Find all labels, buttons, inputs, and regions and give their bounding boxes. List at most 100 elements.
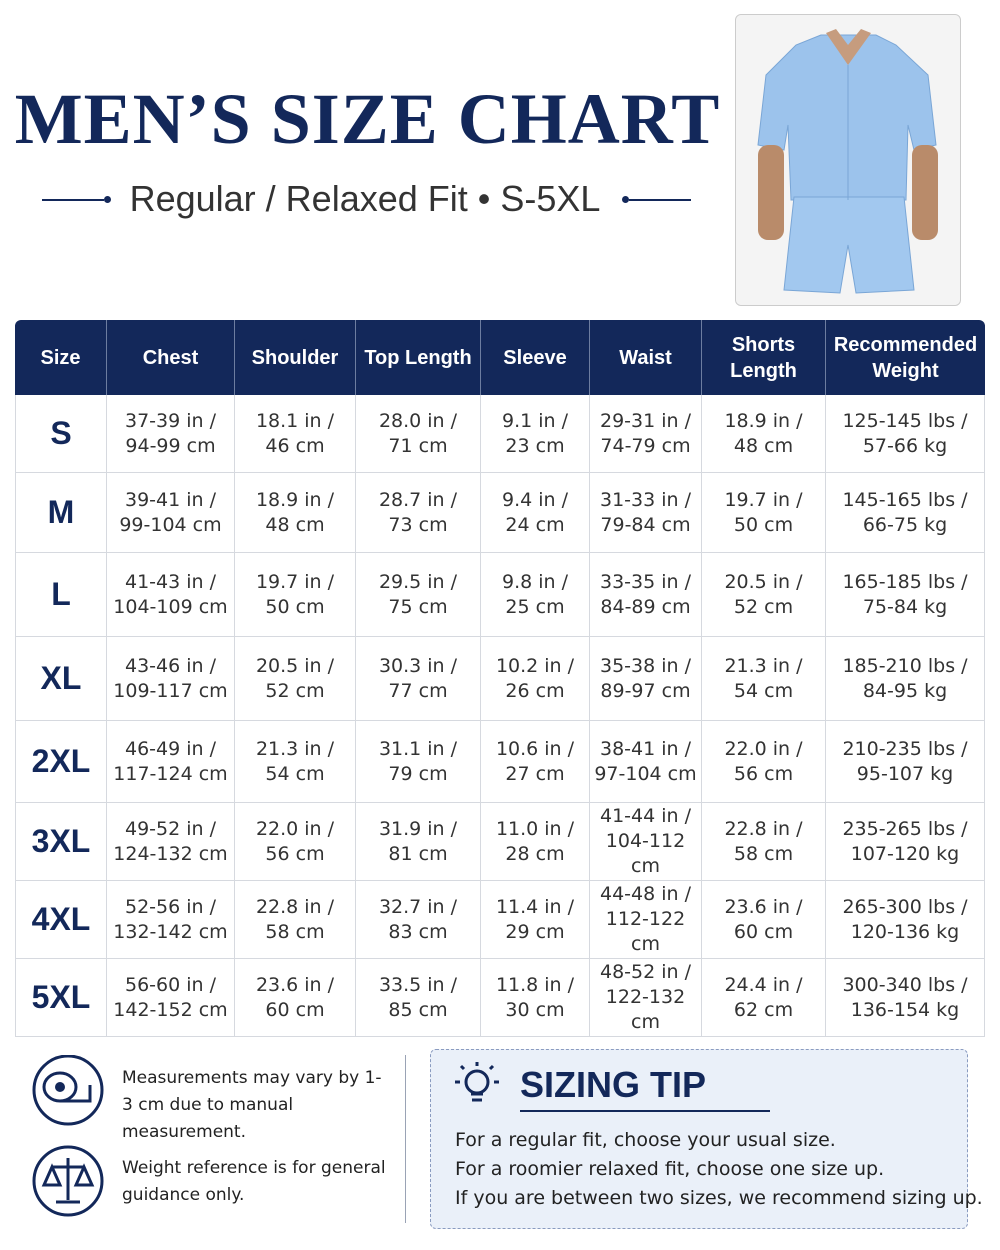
subtitle: Regular / Relaxed Fit • S-5XL — [129, 178, 601, 219]
cell-line: 56 cm — [265, 842, 325, 865]
measurement-cell: 19.7 in /50 cm — [235, 553, 356, 637]
measurement-cell: 35-38 in /89-97 cm — [590, 637, 702, 721]
measurement-cell: 30.3 in /77 cm — [356, 637, 481, 721]
cell-line: 84-89 cm — [600, 595, 691, 618]
cell-line: 46-49 in / — [124, 737, 216, 760]
cell-line: 132-142 cm — [113, 920, 228, 943]
cell-line: 79 cm — [388, 762, 448, 785]
measurement-cell: 20.5 in /52 cm — [235, 637, 356, 721]
cell-line: 104-109 cm — [113, 595, 228, 618]
measurement-cell: 22.0 in /56 cm — [235, 803, 356, 881]
cell-line: 9.1 in / — [501, 409, 569, 432]
cell-line: 29.5 in / — [378, 570, 458, 593]
cell-line: 41-44 in / — [599, 805, 691, 827]
cell-line: 18.1 in / — [255, 409, 335, 432]
measurement-cell: 28.0 in /71 cm — [356, 395, 481, 473]
cell-line: 122-132 cm — [605, 986, 686, 1033]
measurement-cell: 22.8 in /58 cm — [235, 881, 356, 959]
cell-line: 32.7 in / — [378, 895, 458, 918]
column-header: Shorts Length — [702, 320, 826, 395]
size-cell: S — [15, 395, 107, 473]
measurement-cell: 41-44 in / 104-112 cm — [590, 803, 702, 881]
cell-line: 21.3 in / — [724, 654, 803, 677]
column-header: Shoulder — [235, 320, 356, 395]
bulb-icon — [455, 1062, 499, 1102]
cell-line: 9.8 in / — [501, 570, 569, 593]
measurement-cell: 265-300 lbs /120-136 kg — [826, 881, 985, 959]
cell-line: 44-48 in / — [599, 883, 691, 905]
cell-line: 83 cm — [388, 920, 448, 943]
cell-line: 54 cm — [265, 762, 325, 785]
measurement-cell: 22.0 in /56 cm — [702, 721, 826, 803]
cell-line: 58 cm — [733, 842, 794, 865]
cell-line: 11.8 in / — [495, 973, 575, 996]
size-cell: 3XL — [15, 803, 107, 881]
cell-line: 125-145 lbs / — [842, 409, 968, 432]
cell-line: 11.0 in / — [495, 817, 575, 840]
cell-line: 37-39 in / — [124, 409, 216, 432]
column-header: Recommended Weight — [826, 320, 985, 395]
cell-line: 28.0 in / — [378, 409, 458, 432]
measurement-cell: 41-43 in /104-109 cm — [107, 553, 235, 637]
cell-line: 30 cm — [505, 998, 565, 1021]
cell-line: 19.7 in / — [724, 488, 803, 511]
cell-line: 19.7 in / — [255, 570, 335, 593]
cell-line: 235-265 lbs / — [842, 817, 968, 840]
cell-line: 136-154 kg — [850, 998, 960, 1021]
cell-line: 24.4 in / — [724, 973, 803, 996]
cell-line: 60 cm — [733, 920, 794, 943]
cell-line: 52 cm — [733, 595, 794, 618]
cell-line: 265-300 lbs / — [842, 895, 968, 918]
size-table: Size Chest Shoulder Top Length Sleeve Waist Sh… — [15, 320, 985, 1037]
cell-line: 97-104 cm — [594, 762, 697, 785]
cell-line: 35-38 in / — [599, 654, 691, 677]
cell-line: 104-112 cm — [605, 830, 686, 877]
measurement-cell: 185-210 lbs /84-95 kg — [826, 637, 985, 721]
cell-line: 26 cm — [505, 679, 565, 702]
measurement-cell: 10.6 in /27 cm — [481, 721, 590, 803]
measurement-cell: 10.2 in /26 cm — [481, 637, 590, 721]
cell-line: 25 cm — [505, 595, 565, 618]
rule — [42, 199, 104, 201]
table-row: S 37-39 in /94-99 cm 18.1 in /46 cm 28.0 in… — [15, 395, 985, 473]
column-header: Top Length — [356, 320, 481, 395]
measurement-cell: 32.7 in /83 cm — [356, 881, 481, 959]
measurement-cell: 21.3 in /54 cm — [702, 637, 826, 721]
note: Measurements may vary by 1-3 cm due to m… — [122, 1068, 382, 1142]
cell-line: 48 cm — [265, 513, 325, 536]
cell-line: 18.9 in / — [724, 409, 803, 432]
measurement-cell: 9.8 in /25 cm — [481, 553, 590, 637]
measurement-cell: 33-35 in /84-89 cm — [590, 553, 702, 637]
cell-line: 22.0 in / — [724, 737, 803, 760]
cell-line: 23 cm — [505, 434, 565, 457]
size-cell: 5XL — [15, 959, 107, 1037]
cell-line: 109-117 cm — [113, 679, 228, 702]
column-header: Size — [15, 320, 107, 395]
cell-line: 38-41 in / — [599, 737, 691, 760]
measurement-cell: 31-33 in /79-84 cm — [590, 473, 702, 553]
measurement-cell: 43-46 in /109-117 cm — [107, 637, 235, 721]
table-row: 3XL 49-52 in /124-132 cm 22.0 in /56 cm 31.… — [15, 803, 985, 881]
measurement-cell: 29.5 in /75 cm — [356, 553, 481, 637]
cell-line: 74-79 cm — [600, 434, 691, 457]
cell-line: 22.8 in / — [724, 817, 803, 840]
measurement-cell: 23.6 in /60 cm — [702, 881, 826, 959]
measurement-cell: 11.0 in /28 cm — [481, 803, 590, 881]
measurement-cell: 46-49 in /117-124 cm — [107, 721, 235, 803]
table-row: 4XL 52-56 in /132-142 cm 22.8 in /58 cm 32.… — [15, 881, 985, 959]
divider — [405, 1055, 406, 1223]
measurement-cell: 52-56 in /132-142 cm — [107, 881, 235, 959]
cell-line: 31.1 in / — [378, 737, 458, 760]
measurement-cell: 145-165 lbs /66-75 kg — [826, 473, 985, 553]
cell-line: 39-41 in / — [124, 488, 216, 511]
tip-line: For a roomier relaxed fit, choose one si… — [455, 1158, 885, 1180]
cell-line: 10.6 in / — [495, 737, 575, 760]
product-photo — [735, 14, 961, 306]
cell-line: 50 cm — [733, 513, 794, 536]
measurement-cell: 165-185 lbs /75-84 kg — [826, 553, 985, 637]
size-cell: 2XL — [15, 721, 107, 803]
cell-line: 28 cm — [505, 842, 565, 865]
cell-line: 165-185 lbs / — [842, 570, 968, 593]
size-cell: M — [15, 473, 107, 553]
measurement-cell: 18.9 in /48 cm — [702, 395, 826, 473]
